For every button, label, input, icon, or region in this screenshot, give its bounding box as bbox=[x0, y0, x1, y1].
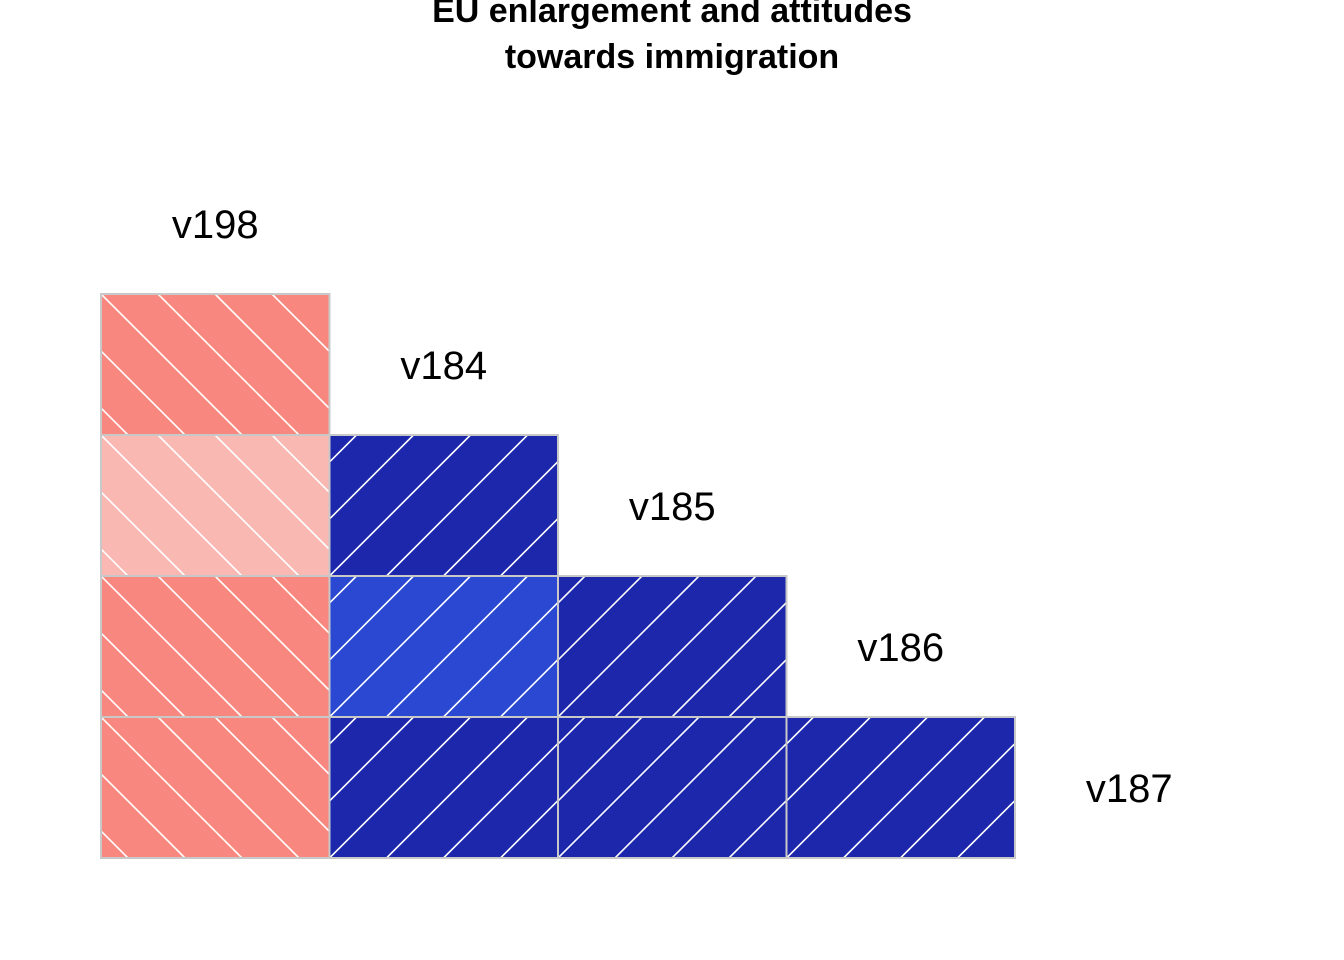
heatmap-cell-v186-v184 bbox=[328, 575, 559, 718]
heatmap-cell-v187-v185 bbox=[557, 716, 788, 859]
heatmap-cells bbox=[100, 293, 1016, 859]
cell-hatch bbox=[558, 717, 787, 858]
variable-label-v184: v184 bbox=[400, 344, 487, 388]
cell-hatch bbox=[101, 576, 330, 717]
variable-label-v185: v185 bbox=[629, 485, 716, 529]
cell-fill bbox=[101, 576, 330, 717]
cell-hatch bbox=[101, 294, 330, 435]
cell-hatch bbox=[329, 435, 558, 576]
heatmap-cell-v187-v186 bbox=[785, 716, 1016, 859]
cell-fill bbox=[558, 576, 787, 717]
cell-fill bbox=[329, 717, 558, 858]
variable-label-v187: v187 bbox=[1086, 767, 1173, 811]
heatmap-cell-v187-v184 bbox=[328, 716, 559, 859]
heatmap-cell-v186-v185 bbox=[557, 575, 788, 718]
heatmap-cell-v186-v198 bbox=[100, 575, 331, 718]
cell-fill bbox=[101, 294, 330, 435]
chart-title-line-1: EU enlargement and attitudes bbox=[432, 0, 912, 30]
cell-fill bbox=[786, 717, 1015, 858]
heatmap-cell-v185-v184 bbox=[328, 434, 559, 577]
variable-label-v198: v198 bbox=[172, 203, 259, 247]
cell-hatch bbox=[101, 717, 330, 858]
variable-labels: v198 v184 v185 v186 v187 bbox=[172, 203, 1173, 811]
cell-fill bbox=[329, 435, 558, 576]
cell-fill bbox=[101, 435, 330, 576]
heatmap-cell-v187-v198 bbox=[100, 716, 331, 859]
cell-hatch bbox=[558, 576, 787, 717]
variable-label-v186: v186 bbox=[857, 626, 944, 670]
cell-fill bbox=[101, 717, 330, 858]
cell-hatch bbox=[329, 576, 558, 717]
chart-title-line-2: towards immigration bbox=[504, 38, 840, 76]
cell-fill bbox=[329, 576, 558, 717]
heatmap-cell-v184-v198 bbox=[100, 293, 331, 436]
cell-hatch bbox=[329, 717, 558, 858]
cell-hatch bbox=[786, 717, 1015, 858]
cell-hatch bbox=[101, 435, 330, 576]
cell-fill bbox=[558, 717, 787, 858]
